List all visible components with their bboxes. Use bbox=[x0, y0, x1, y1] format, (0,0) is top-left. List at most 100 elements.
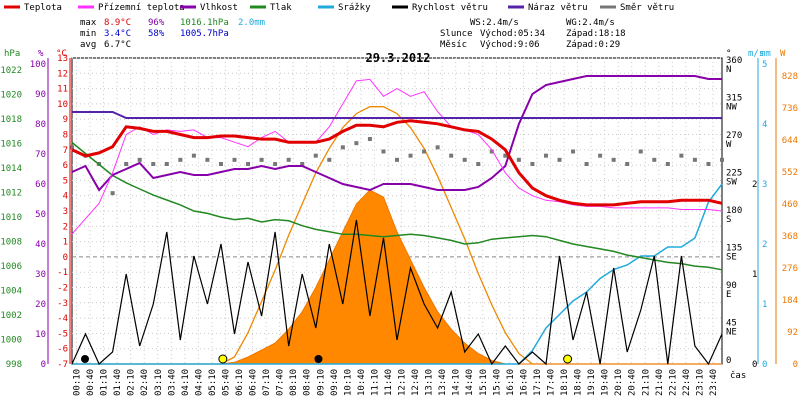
wind-direction-mark bbox=[367, 137, 372, 141]
wind-direction-mark bbox=[327, 157, 332, 162]
wind-direction-mark bbox=[503, 153, 508, 158]
legend-label: Přízemní teplota bbox=[98, 3, 185, 13]
stats-value: 1016.1hPa bbox=[180, 18, 229, 28]
speed-axis-tick: 1 bbox=[762, 300, 767, 310]
pressure-axis-tick: 1020 bbox=[0, 91, 22, 101]
time-axis-tick: 19:40 bbox=[601, 369, 611, 396]
solar-axis-tick: 828 bbox=[782, 72, 798, 82]
time-axis-tick: 07:10 bbox=[262, 369, 272, 396]
stats-value: 58% bbox=[148, 29, 165, 39]
wind-direction-mark bbox=[191, 153, 196, 158]
solar-axis-tick: 460 bbox=[782, 200, 798, 210]
temperature-axis-tick: 1 bbox=[63, 238, 68, 248]
direction-axis-unit: ° bbox=[726, 49, 731, 59]
wind-direction-mark bbox=[706, 162, 711, 166]
wind-direction-mark bbox=[692, 157, 697, 162]
legend-label: Vlhkost bbox=[200, 3, 238, 13]
wind-direction-mark bbox=[137, 157, 142, 162]
solar-axis-tick: 276 bbox=[782, 264, 798, 274]
wind-direction-mark bbox=[598, 153, 603, 158]
wind-info: WG:2.4m/s bbox=[566, 18, 615, 28]
time-axis-tick: 08:40 bbox=[303, 369, 313, 396]
time-axis-tick: 00:10 bbox=[73, 369, 83, 396]
temperature-axis-tick: -1 bbox=[57, 268, 68, 278]
wind-direction-mark bbox=[205, 157, 210, 162]
time-axis-tick: 05:40 bbox=[221, 369, 231, 396]
speed-axis-tick: 5 bbox=[762, 60, 767, 70]
wind-direction-mark bbox=[110, 191, 115, 196]
humidity-axis-tick: 70 bbox=[35, 150, 46, 160]
speed-axis-tick: 0 bbox=[762, 360, 767, 370]
humidity-axis-unit: % bbox=[38, 49, 44, 59]
wind-direction-mark bbox=[178, 157, 183, 162]
direction-axis-tick: 225 bbox=[726, 169, 742, 179]
time-axis-tick: 00:40 bbox=[86, 369, 96, 396]
time-axis-tick: 15:40 bbox=[492, 369, 502, 396]
wind-direction-mark bbox=[164, 162, 169, 166]
speed-axis-tick: 3 bbox=[762, 180, 767, 190]
pressure-axis-tick: 1000 bbox=[0, 336, 22, 346]
humidity-axis-tick: 60 bbox=[35, 180, 46, 190]
time-axis-tick: 01:10 bbox=[100, 369, 110, 396]
wind-direction-mark bbox=[218, 162, 223, 166]
wind-info: WS:2.4m/s bbox=[470, 18, 519, 28]
speed-axis-tick: 2 bbox=[762, 240, 767, 250]
moonrise-marker bbox=[314, 355, 323, 363]
wind-direction-mark bbox=[273, 162, 278, 166]
temperature-axis-tick: 9 bbox=[63, 115, 68, 125]
temperature-axis-tick: 13 bbox=[57, 54, 68, 64]
ground-temperature-series bbox=[71, 78, 723, 235]
wind-direction-mark bbox=[286, 157, 291, 162]
wind-direction-mark bbox=[124, 162, 129, 166]
pressure-axis-tick: 1018 bbox=[0, 115, 22, 125]
stats-value: 96% bbox=[148, 18, 165, 28]
stats-label: min bbox=[80, 29, 96, 39]
time-axis-tick: 18:40 bbox=[574, 369, 584, 396]
sunset-marker bbox=[563, 354, 573, 364]
solar-axis-tick: 184 bbox=[782, 296, 798, 306]
solar-axis-tick: 644 bbox=[782, 136, 798, 146]
wind-direction-mark bbox=[300, 162, 305, 166]
time-axis-tick: 01:40 bbox=[113, 369, 123, 396]
time-axis-tick: 07:40 bbox=[276, 369, 286, 396]
wind-direction-mark bbox=[151, 162, 156, 166]
stats-label: avg bbox=[80, 40, 96, 50]
wind-direction-mark bbox=[584, 162, 589, 166]
wind-direction-mark bbox=[557, 157, 562, 162]
humidity-axis-tick: 10 bbox=[35, 330, 46, 340]
rain-axis-tick: 0 bbox=[752, 360, 757, 370]
time-axis-tick: 04:40 bbox=[194, 369, 204, 396]
direction-axis-name: W bbox=[726, 140, 732, 150]
wind-direction-mark bbox=[652, 157, 657, 162]
pressure-axis-tick: 998 bbox=[6, 360, 22, 370]
time-axis-tick: 04:10 bbox=[181, 369, 191, 396]
time-axis-tick: 14:40 bbox=[465, 369, 475, 396]
time-axis-tick: 02:40 bbox=[140, 369, 150, 396]
solar-axis-tick: 736 bbox=[782, 104, 798, 114]
direction-axis-tick: 315 bbox=[726, 94, 742, 104]
time-axis-tick: 21:10 bbox=[641, 369, 651, 396]
temperature-axis-tick: -5 bbox=[57, 329, 68, 339]
humidity-axis-tick: 40 bbox=[35, 240, 46, 250]
wind-speed-series bbox=[71, 219, 723, 366]
wind-direction-mark bbox=[422, 149, 427, 154]
time-axis-tick: 19:10 bbox=[587, 369, 597, 396]
wind-direction-mark bbox=[408, 153, 413, 158]
time-axis-tick: 20:10 bbox=[614, 369, 624, 396]
wind-direction-mark bbox=[449, 153, 454, 158]
sun-set: Západ:18:18 bbox=[566, 29, 626, 39]
time-axis-tick: 14:10 bbox=[452, 369, 462, 396]
temperature-axis-tick: 3 bbox=[63, 207, 68, 217]
time-axis-tick: 15:10 bbox=[479, 369, 489, 396]
time-axis-tick: 11:40 bbox=[384, 369, 394, 396]
wind-direction-mark bbox=[489, 149, 494, 154]
legend-label: Směr větru bbox=[620, 3, 674, 13]
temperature-axis-tick: 12 bbox=[57, 69, 68, 79]
wind-direction-mark bbox=[70, 145, 74, 150]
pressure-axis-tick: 1002 bbox=[0, 311, 22, 321]
pressure-axis-unit: hPa bbox=[4, 49, 20, 59]
rain-axis-unit: mm bbox=[760, 49, 771, 59]
direction-axis-tick: 90 bbox=[726, 281, 737, 291]
time-axis-tick: 22:10 bbox=[668, 369, 678, 396]
temperature-axis-tick: 8 bbox=[63, 131, 68, 141]
